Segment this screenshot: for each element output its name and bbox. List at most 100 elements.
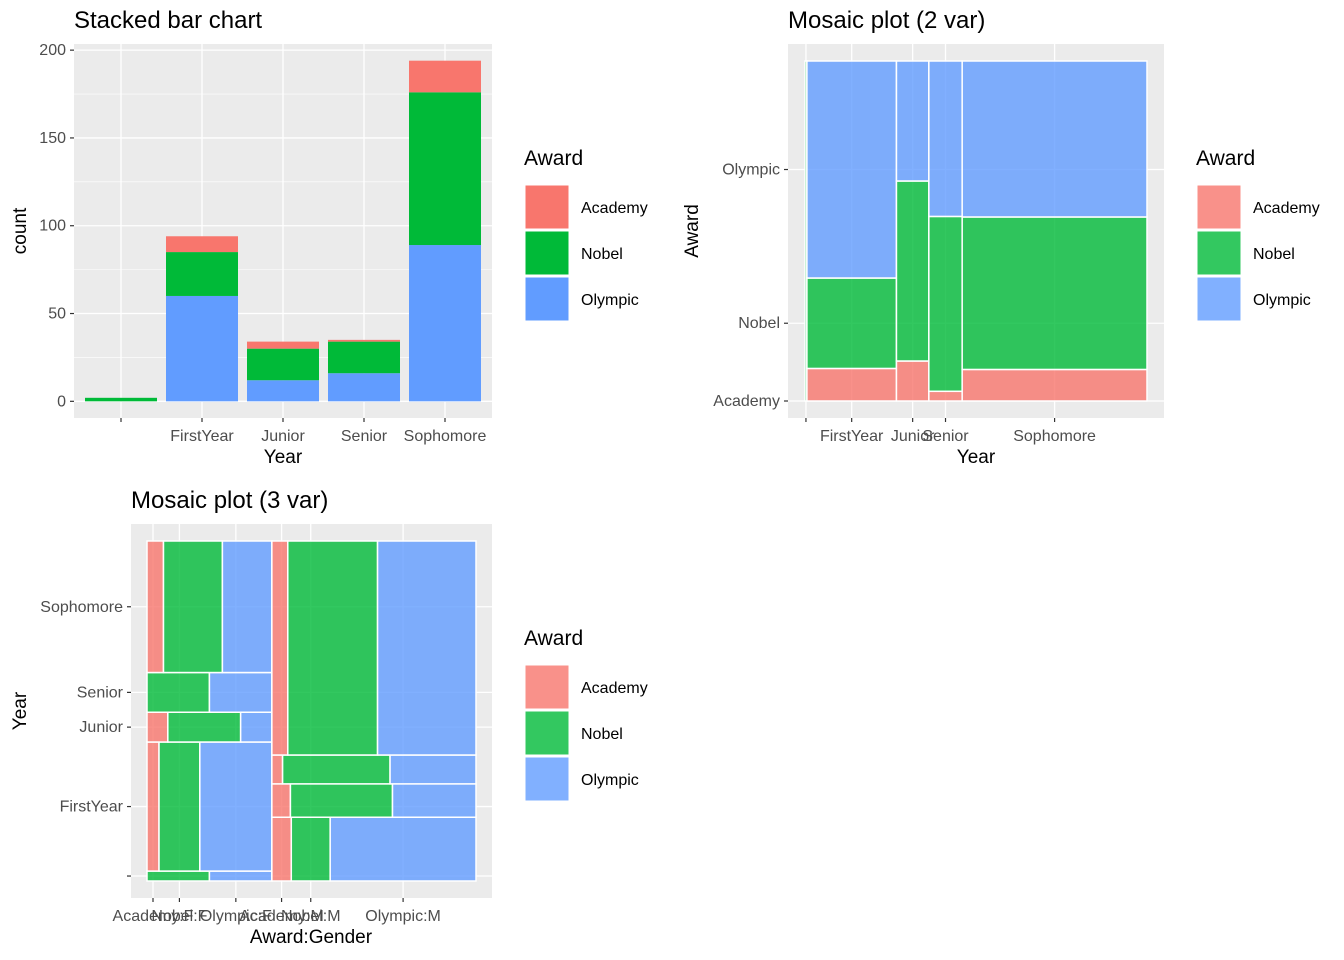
tile-f-sophomore-0	[146, 540, 165, 674]
legend-label-nobel: Nobel	[1253, 246, 1295, 263]
tile-senior-nobel	[928, 215, 963, 393]
tile-junior-nobel	[895, 180, 930, 362]
mosaic-2var-title: Mosaic plot (2 var)	[788, 7, 985, 34]
bar-senior-nobel	[328, 341, 400, 374]
stacked-bar-legend: Award Academy Nobel Olympic	[524, 147, 648, 322]
legend-key-nobel	[524, 710, 570, 756]
bar-senior-olympic	[328, 373, 400, 402]
y-tick-label-olympic: Olympic	[722, 162, 780, 179]
legend-label-olympic: Olympic	[1253, 292, 1311, 309]
tile-f-sophomore-1	[162, 540, 224, 674]
legend-label-olympic: Olympic	[581, 292, 639, 309]
tile-firstyear-nobel	[806, 277, 898, 370]
x-tick-label-firstyear: FirstYear	[820, 428, 884, 445]
legend-title: Award	[524, 627, 583, 650]
legend-title: Award	[1196, 147, 1255, 170]
x-tick-label-nobel-f: Nobel:F	[151, 908, 207, 925]
legend-key-olympic	[524, 276, 570, 322]
stacked-bar-bars	[85, 60, 481, 402]
legend-key-olympic	[524, 756, 570, 802]
legend-key-academy	[524, 664, 570, 710]
y-tick-label: 150	[39, 130, 66, 147]
legend-key-academy	[1196, 184, 1242, 230]
tile-m-senior-0	[271, 754, 284, 785]
x-tick-label-firstyear: FirstYear	[170, 428, 234, 445]
x-tick-label-senior: Senior	[341, 428, 388, 445]
bar-junior-academy	[247, 341, 319, 349]
tile-m-senior-2	[389, 754, 477, 785]
legend-label-nobel: Nobel	[581, 726, 623, 743]
x-tick-label-olympic-f: Olympic:F	[200, 908, 272, 925]
tile-m-senior-1	[281, 754, 391, 785]
bar-firstyear-academy	[166, 236, 238, 253]
bar-firstyear-olympic	[166, 295, 238, 402]
legend-label-olympic: Olympic	[581, 772, 639, 789]
legend-label-nobel: Nobel	[581, 246, 623, 263]
tile-junior-academy	[895, 360, 930, 402]
tile-sophomore-nobel	[961, 216, 1148, 371]
mosaic-3var-x-axis-title: Award:Gender	[250, 927, 373, 948]
tile-m-sophomore-2	[376, 540, 477, 756]
stacked-bar-y-axis-title: count	[10, 207, 31, 254]
mosaic-2var-x-axis-title: Year	[957, 447, 996, 468]
mosaic-3var-y-axis-title: Year	[10, 691, 31, 730]
legend-title: Award	[524, 147, 583, 170]
mosaic-3var-tiles	[146, 540, 477, 882]
x-tick-label-sophomore: Sophomore	[1013, 428, 1096, 445]
x-tick-label-senior: Senior	[922, 428, 969, 445]
bar-junior-nobel	[247, 348, 319, 381]
tile-m-junior-0	[271, 783, 292, 818]
tile-f-firstyear-2	[199, 741, 273, 872]
tile-f-sophomore-2	[221, 540, 273, 674]
bar-sophomore-nobel	[409, 92, 481, 246]
y-tick-label: 50	[48, 306, 66, 323]
y-tick-label-senior: Senior	[77, 684, 124, 701]
mosaic-2var-legend: Award Academy Nobel Olympic	[1196, 147, 1320, 322]
tile-m-firstyear-1	[290, 816, 331, 882]
mosaic-2var-tiles	[804, 60, 1148, 402]
tile-m-firstyear-0	[271, 816, 293, 882]
tile-m-firstyear-2	[329, 816, 477, 882]
legend-key-nobel	[524, 230, 570, 276]
bar-blank-nobel	[85, 397, 157, 402]
x-tick-label-olympic-m: Olympic:M	[365, 908, 441, 925]
tile-senior-academy	[928, 390, 963, 402]
tile-f-firstyear-1	[158, 741, 201, 872]
tile-f-blank-2	[208, 870, 273, 882]
tile-sophomore-academy	[961, 368, 1148, 402]
bar-senior-academy	[328, 339, 400, 342]
y-tick-label-academy: Academy	[713, 393, 780, 410]
y-tick-label-sophomore: Sophomore	[40, 599, 123, 616]
mosaic-3var-title: Mosaic plot (3 var)	[131, 487, 328, 514]
x-tick-label-junior: Junior	[261, 428, 305, 445]
tile-firstyear-olympic	[806, 60, 898, 279]
stacked-bar-title: Stacked bar chart	[74, 7, 262, 34]
mosaic-3var-y-ticks: FirstYear Junior Senior Sophomore	[40, 599, 131, 877]
y-tick-label: 200	[39, 42, 66, 59]
mosaic-3var-x-ticks: Academy:FNobel:FOlympic:FAcademy:MNobel:…	[113, 898, 441, 925]
bar-junior-olympic	[247, 380, 319, 402]
stacked-bar-y-ticks: 0 50 100 150 200	[39, 42, 74, 410]
tile-f-senior-2	[208, 671, 273, 713]
tile-m-sophomore-0	[271, 540, 289, 756]
tile-f-senior-1	[146, 671, 211, 713]
y-tick-label: 0	[57, 393, 66, 410]
x-tick-label-junior: Junior	[891, 428, 935, 445]
tile-f-junior-1	[167, 711, 242, 743]
y-tick-label-junior: Junior	[79, 719, 123, 736]
stacked-bar-chart: Stacked bar chart 0 50 100 150 200 FirstYear…	[10, 7, 648, 468]
mosaic-3var-chart: Mosaic plot (3 var) FirstYear Junior Senio…	[10, 487, 648, 948]
tile-f-blank-1	[146, 870, 211, 882]
legend-key-nobel	[1196, 230, 1242, 276]
tile-m-sophomore-1	[287, 540, 379, 756]
y-tick-label: 100	[39, 218, 66, 235]
legend-label-academy: Academy	[581, 680, 648, 697]
tile-f-firstyear-0	[146, 741, 160, 872]
mosaic-2var-chart: Mosaic plot (2 var) AcademyNobelOlympic …	[682, 7, 1320, 468]
legend-label-academy: Academy	[581, 200, 648, 217]
tile-junior-olympic	[895, 60, 930, 182]
bar-sophomore-academy	[409, 60, 481, 93]
bar-sophomore-olympic	[409, 245, 481, 402]
legend-key-academy	[524, 184, 570, 230]
